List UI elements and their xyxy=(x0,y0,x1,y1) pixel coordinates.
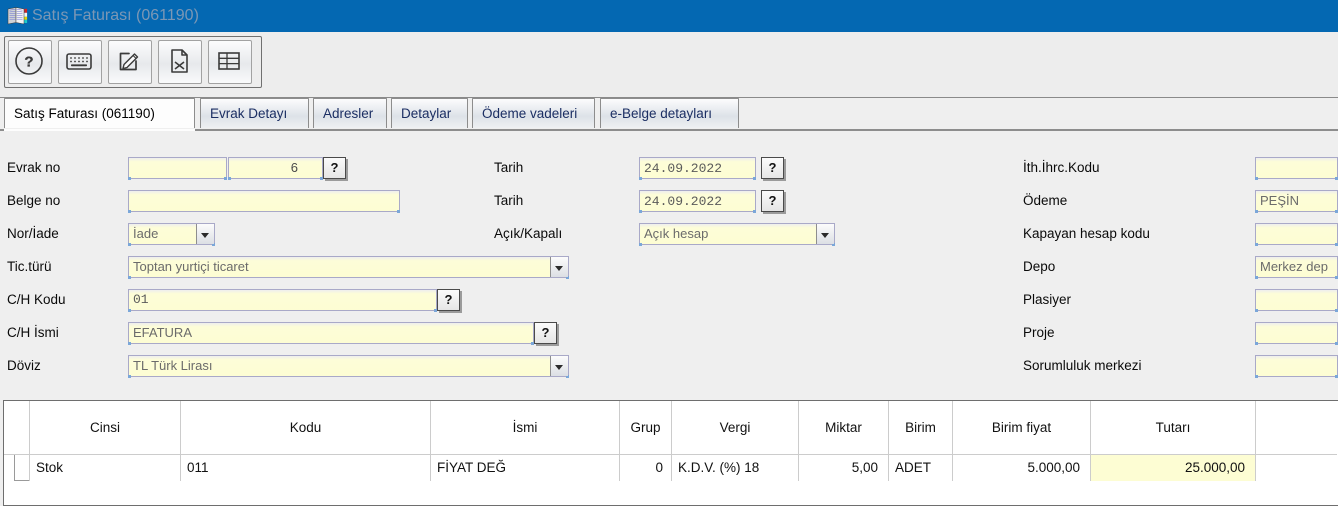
svg-text:?: ? xyxy=(24,54,33,71)
